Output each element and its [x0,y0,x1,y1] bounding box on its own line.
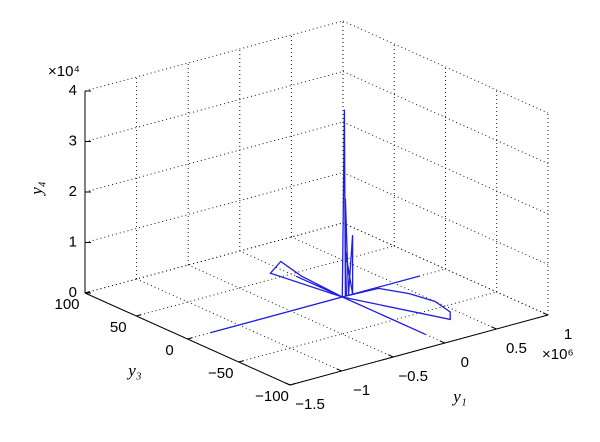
grid-line [84,71,344,142]
x-tick-label: −1.5 [295,396,325,413]
y-tick-label: 0 [165,342,173,359]
x-tick [542,312,549,316]
x-tick [439,340,446,344]
z-tick-label: 3 [69,132,77,149]
grid-line [84,20,344,92]
x-tick [387,354,394,358]
z-axis-label: y₄ [27,181,46,197]
x-tick-label: 1 [564,326,572,343]
x-tick [336,368,342,372]
grid-line [84,222,344,294]
y-tick-label: 100 [54,296,79,313]
y-tick-label: 50 [110,319,127,336]
grid-line [342,20,549,114]
y-tick [136,314,142,317]
y-tick-label: −100 [255,388,289,405]
x-tick-label: 0 [461,354,469,371]
grid-line [342,222,549,316]
grid-line [136,245,395,317]
grid-line [84,172,344,243]
x-tick-label: −0.5 [398,368,428,385]
x-tick-label: 0.5 [506,340,527,357]
y-tick [289,383,296,386]
y-tick [84,291,91,294]
x-tick [491,326,497,330]
x-multiplier: ×10⁶ [542,346,574,363]
grid-line [342,172,549,265]
trajectory [210,109,451,335]
z-tick-label: 0 [69,284,77,301]
x-axis-label: y₁ [451,387,466,406]
x-tick [284,382,291,386]
x-tick-label: −1 [353,382,370,399]
grid-line [342,121,549,215]
y-tick [238,360,244,363]
y-tick [187,337,193,340]
z-tick-label: 4 [69,82,77,99]
y-tick-label: −50 [208,365,233,382]
grid-line [238,291,497,363]
x-axis [289,314,549,386]
y-axis-label: y₃ [126,361,142,380]
grid-line [84,121,344,193]
z-tick-label: 1 [69,233,77,250]
grid-line [342,71,549,164]
z-tick-label: 2 [69,183,77,200]
z-multiplier: ×10⁴ [48,63,80,80]
